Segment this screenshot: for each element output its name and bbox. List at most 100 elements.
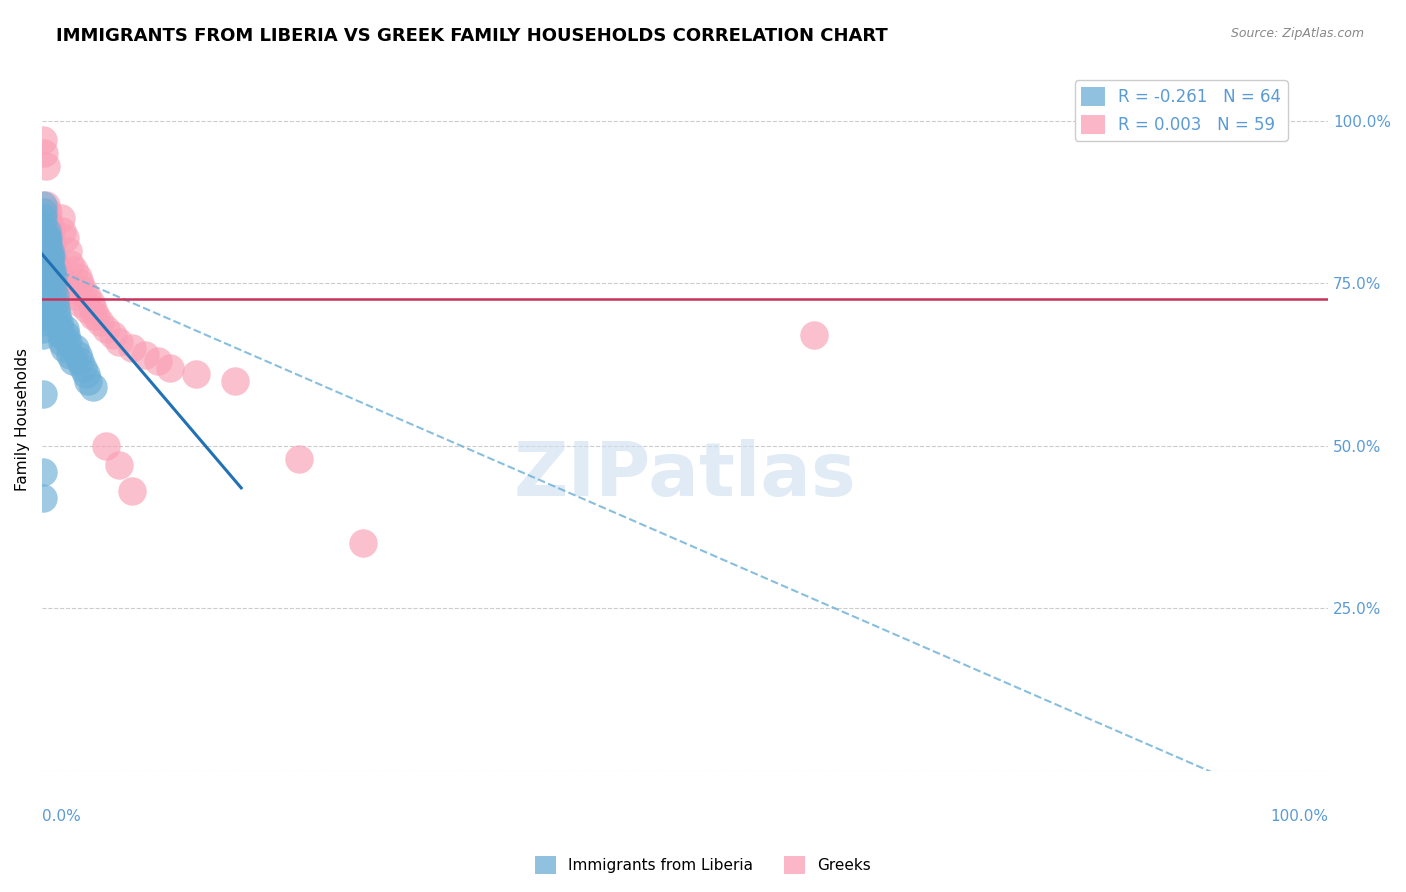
Point <box>32 328 55 343</box>
Point <box>32 315 55 329</box>
Y-axis label: Family Households: Family Households <box>15 348 30 491</box>
Point <box>56 244 79 258</box>
Point <box>32 321 55 335</box>
Point <box>72 283 94 297</box>
Point <box>76 302 98 317</box>
Point <box>38 218 60 232</box>
Point <box>42 269 65 284</box>
Point <box>53 230 76 244</box>
Point <box>51 334 73 349</box>
Point <box>38 244 60 258</box>
Point <box>35 211 58 225</box>
Point <box>42 283 65 297</box>
Point <box>32 386 55 401</box>
Point <box>32 198 55 212</box>
Point <box>75 367 97 381</box>
Point <box>37 250 59 264</box>
Point <box>39 244 62 258</box>
Point <box>34 263 56 277</box>
Point <box>32 283 55 297</box>
Point <box>34 146 56 161</box>
Point <box>39 263 62 277</box>
Point <box>55 328 77 343</box>
Point <box>108 458 131 472</box>
Point <box>34 230 56 244</box>
Point <box>34 263 56 277</box>
Point <box>34 269 56 284</box>
Legend: Immigrants from Liberia, Greeks: Immigrants from Liberia, Greeks <box>529 850 877 880</box>
Point <box>38 250 60 264</box>
Point <box>134 348 156 362</box>
Point <box>32 218 55 232</box>
Point <box>37 224 59 238</box>
Point <box>69 295 91 310</box>
Point <box>44 256 66 270</box>
Text: 100.0%: 100.0% <box>1270 809 1329 824</box>
Point <box>34 250 56 264</box>
Point <box>41 250 63 264</box>
Point <box>32 269 55 284</box>
Point <box>32 295 55 310</box>
Point <box>59 348 82 362</box>
Point <box>82 302 104 317</box>
Point <box>49 269 72 284</box>
Point <box>32 309 55 323</box>
Point <box>32 491 55 505</box>
Point <box>108 334 131 349</box>
Point <box>32 302 55 317</box>
Point <box>32 211 55 225</box>
Point <box>66 348 89 362</box>
Point <box>146 354 169 368</box>
Point <box>62 354 84 368</box>
Point <box>42 250 65 264</box>
Point <box>77 374 100 388</box>
Point <box>32 289 55 303</box>
Point <box>41 237 63 252</box>
Point <box>52 341 75 355</box>
Point <box>76 289 98 303</box>
Point <box>37 230 59 244</box>
Point <box>69 354 91 368</box>
Point <box>39 250 62 264</box>
Point <box>288 451 311 466</box>
Text: IMMIGRANTS FROM LIBERIA VS GREEK FAMILY HOUSEHOLDS CORRELATION CHART: IMMIGRANTS FROM LIBERIA VS GREEK FAMILY … <box>56 27 889 45</box>
Point <box>37 204 59 219</box>
Point <box>94 439 117 453</box>
Point <box>35 256 58 270</box>
Point <box>48 276 70 290</box>
Point <box>63 263 86 277</box>
Point <box>49 321 72 335</box>
Point <box>84 309 107 323</box>
Point <box>35 244 58 258</box>
Point <box>34 276 56 290</box>
Point <box>32 256 55 270</box>
Point <box>41 263 63 277</box>
Point <box>44 295 66 310</box>
Point <box>32 204 55 219</box>
Point <box>35 230 58 244</box>
Point <box>69 276 91 290</box>
Text: 0.0%: 0.0% <box>42 809 80 824</box>
Point <box>45 302 67 317</box>
Point <box>94 321 117 335</box>
Text: Source: ZipAtlas.com: Source: ZipAtlas.com <box>1230 27 1364 40</box>
Point <box>51 224 73 238</box>
Point <box>121 341 143 355</box>
Point <box>34 198 56 212</box>
Point <box>159 360 181 375</box>
Point <box>65 341 87 355</box>
Point <box>63 289 86 303</box>
Point <box>41 276 63 290</box>
Point <box>186 367 208 381</box>
Point <box>34 244 56 258</box>
Point <box>37 250 59 264</box>
Point <box>352 536 374 550</box>
Point <box>59 256 82 270</box>
Point <box>34 244 56 258</box>
Point <box>45 263 67 277</box>
Text: ZIPatlas: ZIPatlas <box>513 439 856 512</box>
Point <box>48 315 70 329</box>
Point <box>38 230 60 244</box>
Point <box>59 283 82 297</box>
Point <box>44 289 66 303</box>
